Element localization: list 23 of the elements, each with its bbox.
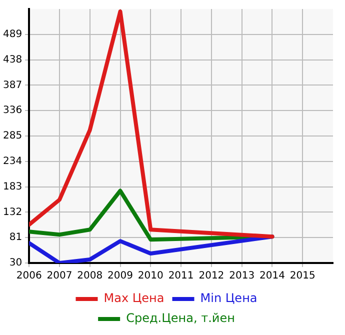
x-tick-label: 2009 (108, 270, 133, 282)
x-tick-label: 2008 (77, 270, 103, 282)
y-tick-label: 30 (9, 258, 22, 269)
legend-label: Max Цена (104, 291, 164, 306)
y-tick-label: 285 (2, 130, 22, 142)
y-tick-label: 336 (2, 105, 22, 116)
x-tick-label: 2014 (259, 270, 285, 282)
y-tick-label: 81 (9, 232, 22, 244)
x-tick-label: 2011 (168, 270, 194, 282)
x-tick-label: 2012 (198, 270, 224, 282)
legend-label: Min Цена (200, 291, 258, 306)
y-tick-label: 132 (2, 206, 22, 218)
y-tick-label: 183 (2, 181, 22, 192)
y-tick-label: 489 (2, 28, 22, 40)
y-tick-label: 438 (2, 54, 22, 66)
x-tick-label: 2013 (229, 270, 255, 282)
y-tick-label: 234 (2, 156, 22, 167)
x-tick-label: 2010 (138, 270, 164, 282)
y-tick-label: 387 (2, 80, 22, 91)
legend-label: Сред.Цена, т.йен (126, 311, 235, 326)
x-tick-label: 2015 (290, 270, 316, 282)
x-tick-label: 2007 (46, 270, 72, 282)
x-tick-label: 2006 (16, 270, 42, 282)
